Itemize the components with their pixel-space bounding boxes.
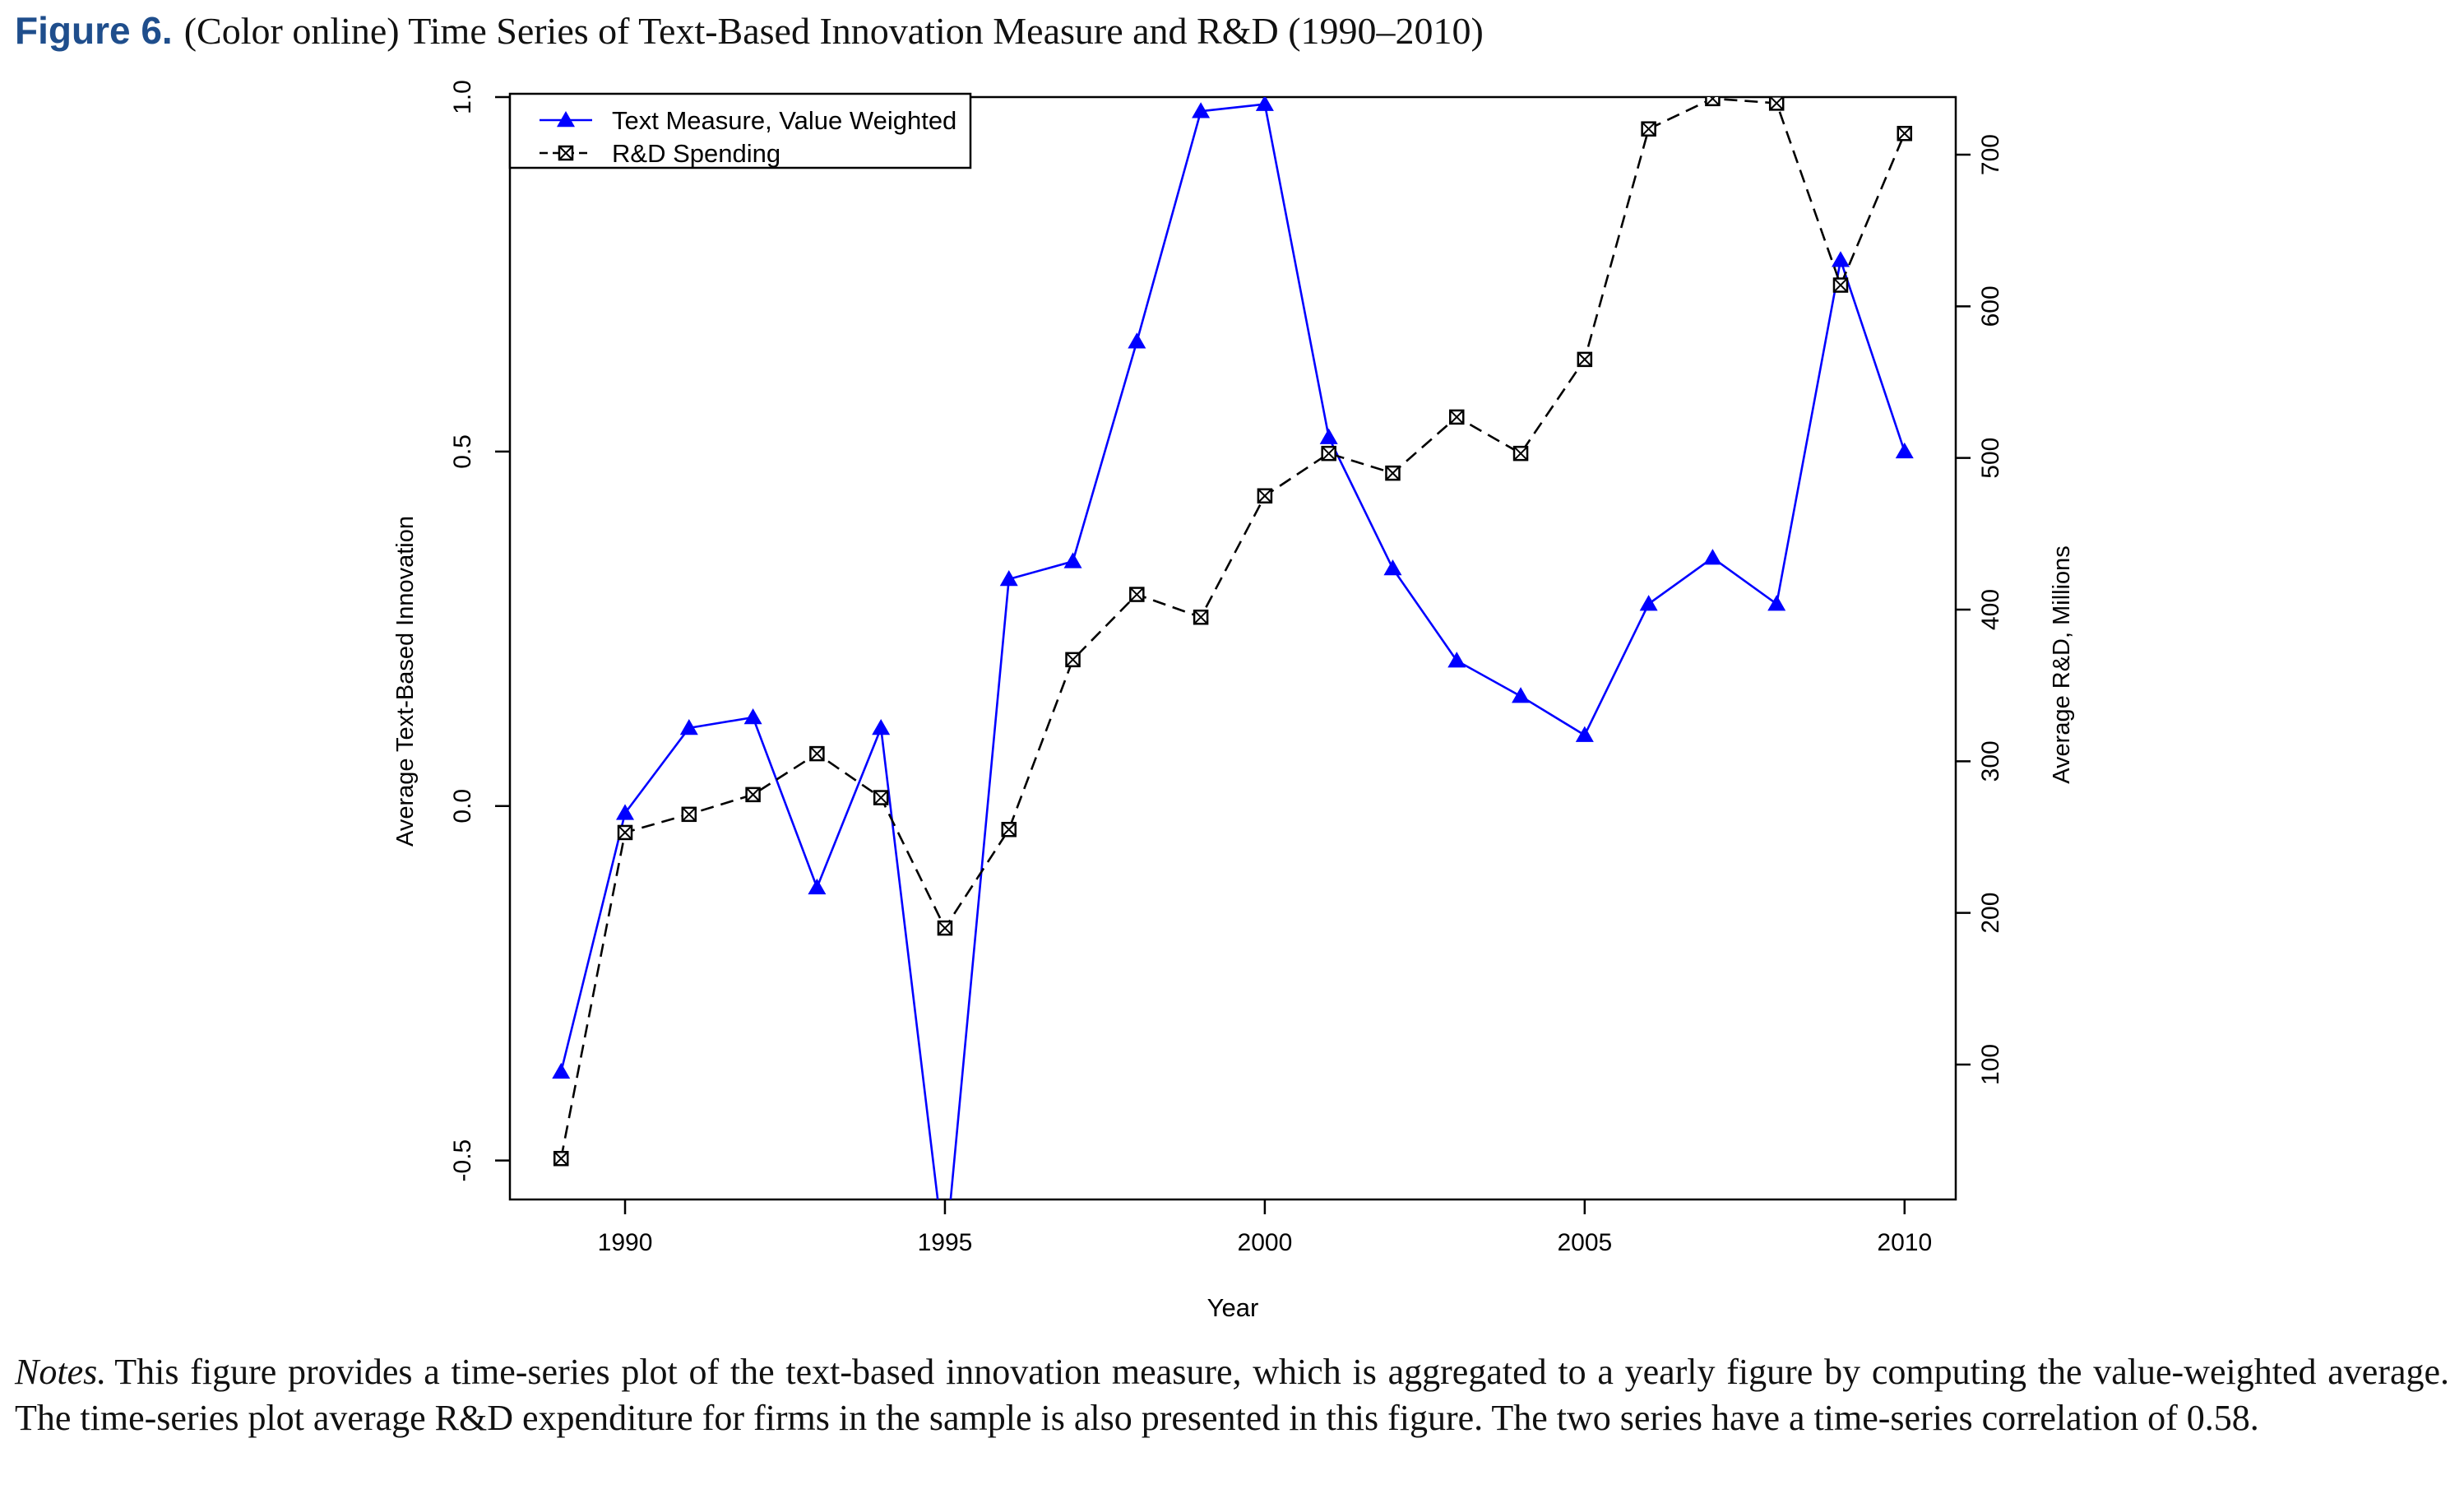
series-layer	[552, 97, 1914, 1199]
axes-layer: 1990 1995 2000 2005 2010 Year -0.5 0.0 0.5 1.0 Ave…	[392, 80, 2075, 1322]
figure-notes: Notes. This figure provides a time-series…	[15, 1349, 2449, 1441]
data-point	[552, 1062, 571, 1079]
series-1	[552, 97, 1914, 1199]
y2-tick-label: 100	[1977, 1044, 2004, 1085]
y-tick-label: 1.0	[449, 80, 476, 114]
legend: Text Measure, Value Weighted R&D Spending	[508, 92, 972, 169]
series-line	[559, 103, 1906, 1199]
x-axis-label: Year	[1207, 1293, 1259, 1322]
data-point	[1897, 125, 1913, 142]
data-point	[1831, 251, 1850, 267]
y2-tick-label: 600	[1977, 285, 2004, 327]
legend-marker	[557, 111, 575, 128]
data-point	[1768, 97, 1785, 111]
data-point	[1639, 595, 1658, 611]
legend-box	[508, 92, 972, 169]
data-point	[1577, 351, 1593, 368]
data-point	[1512, 445, 1529, 462]
data-point	[1001, 822, 1017, 837]
y2-tick-label: 200	[1977, 893, 2004, 934]
data-point	[743, 708, 762, 725]
figure-title: (Color online) Time Series of Text-Based…	[183, 10, 1484, 52]
data-point	[1895, 442, 1914, 459]
data-point	[1319, 428, 1338, 444]
y2-tick-label: 500	[1977, 438, 2004, 479]
data-point	[808, 878, 827, 895]
x-tick-label: 2005	[1557, 1229, 1612, 1256]
y2-tick-label: 400	[1977, 589, 2004, 630]
y2-tick-label: 300	[1977, 740, 2004, 782]
data-point	[999, 569, 1018, 587]
data-point	[872, 718, 891, 735]
data-point	[1192, 102, 1211, 118]
data-point	[679, 718, 698, 735]
y2-axis-label: Average R&D, Millions	[2049, 545, 2075, 784]
data-point	[809, 745, 825, 762]
plot-frame	[508, 95, 1957, 1201]
legend-label: R&D Spending	[612, 139, 780, 168]
legend-marker	[558, 145, 574, 161]
data-point	[553, 1150, 569, 1167]
data-point	[1129, 587, 1145, 602]
y-tick-label: 0.0	[449, 789, 476, 824]
data-point	[1449, 409, 1465, 425]
data-point	[616, 804, 635, 820]
y-tick-label: -0.5	[449, 1139, 476, 1182]
data-point	[1447, 652, 1466, 668]
data-point	[873, 790, 889, 805]
notes-text: This figure provides a time-series plot …	[15, 1352, 2449, 1438]
data-point	[1703, 549, 1722, 565]
series-2	[553, 97, 1913, 1167]
y-axis-label: Average Text-Based Innovation	[392, 516, 419, 847]
legend-label: Text Measure, Value Weighted	[612, 106, 956, 135]
data-point	[681, 806, 697, 823]
data-point	[1575, 726, 1594, 742]
data-point	[1257, 488, 1273, 504]
data-point	[1255, 97, 1274, 111]
x-tick-label: 1995	[918, 1229, 973, 1256]
data-point	[1065, 652, 1081, 668]
data-point	[1512, 687, 1531, 703]
x-tick-label: 2000	[1238, 1229, 1293, 1256]
data-point	[745, 786, 761, 803]
figure-caption: Figure 6. (Color online) Time Series of T…	[15, 8, 2449, 53]
data-point	[617, 824, 633, 841]
data-point	[1193, 609, 1209, 625]
data-point	[1705, 97, 1721, 107]
y-tick-label: 0.5	[449, 434, 476, 469]
data-point	[1767, 595, 1786, 611]
data-point	[1383, 559, 1402, 576]
y2-tick-label: 700	[1977, 134, 2004, 175]
x-tick-label: 2010	[1877, 1229, 1932, 1256]
data-point	[1641, 121, 1656, 137]
figure-label: Figure 6.	[15, 9, 173, 52]
notes-label: Notes.	[15, 1352, 107, 1392]
data-point	[937, 920, 953, 936]
data-point	[1385, 465, 1401, 481]
data-point	[1832, 277, 1849, 293]
x-tick-label: 1990	[598, 1229, 653, 1256]
data-point	[1128, 332, 1146, 349]
series-line	[559, 97, 1906, 1159]
data-point	[1321, 445, 1336, 462]
time-series-chart: 1990 1995 2000 2005 2010 Year -0.5 0.0 0.5 1.0 Ave…	[392, 80, 2075, 1322]
data-point	[1063, 552, 1082, 568]
